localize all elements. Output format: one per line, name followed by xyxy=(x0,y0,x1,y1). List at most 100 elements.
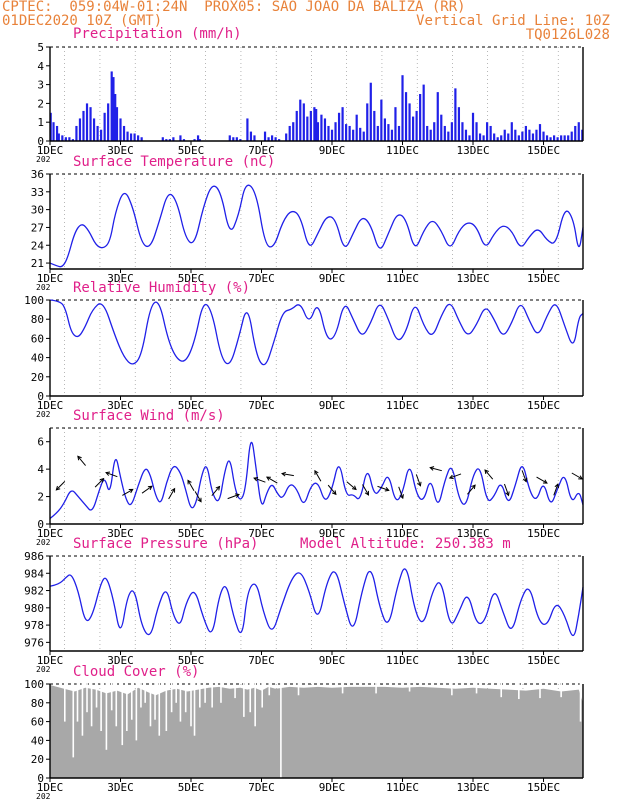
precip-bar xyxy=(55,125,59,141)
y-tick-label: 978 xyxy=(24,619,44,632)
precip-bar xyxy=(574,125,577,141)
wind-arrow xyxy=(314,470,322,482)
precip-bar xyxy=(239,139,242,141)
chart-title: Precipitation (mm/h) xyxy=(73,26,242,42)
precip-bar xyxy=(447,131,450,141)
precip-bar xyxy=(450,122,453,141)
precip-bar xyxy=(313,107,316,141)
y-tick-label: 27 xyxy=(31,221,44,234)
wind-arrow-head xyxy=(471,484,476,490)
x-tick-label: 15DEC xyxy=(527,654,560,667)
x-tick-label: 1DEC xyxy=(37,144,64,157)
precip-bar xyxy=(334,122,337,141)
precip-bar xyxy=(468,135,471,141)
precip-bar xyxy=(493,133,496,141)
precip-bar xyxy=(373,110,376,141)
precip-bar xyxy=(161,137,164,141)
press-line xyxy=(49,568,584,637)
wind-arrow-head xyxy=(197,497,202,503)
wind-arrow xyxy=(187,480,195,492)
precip-bar xyxy=(359,127,362,141)
precip-bar xyxy=(61,135,64,141)
precip-bar xyxy=(316,122,320,141)
precip-bar xyxy=(436,92,439,141)
wind-arrow xyxy=(484,469,494,480)
wind-arrow xyxy=(362,484,369,496)
wind-arrow xyxy=(122,489,133,496)
precip-bar xyxy=(75,125,78,141)
wind-arrow-head xyxy=(314,469,319,475)
precip-bar xyxy=(64,137,67,141)
x-year-label: 202 xyxy=(36,283,51,292)
x-tick-label: 11DEC xyxy=(386,527,419,540)
wind-arrow xyxy=(227,494,240,500)
wind-arrow-head xyxy=(128,488,134,494)
precip-bar xyxy=(560,135,563,141)
y-tick-label: 36 xyxy=(31,168,44,181)
wind-arrow xyxy=(536,476,548,484)
precip-bar xyxy=(510,122,513,141)
x-tick-label: 15DEC xyxy=(527,399,560,412)
y-tick-label: 1 xyxy=(37,116,44,129)
precip-bar xyxy=(563,135,566,141)
wind-arrow xyxy=(467,484,476,495)
wind-arrow xyxy=(449,473,462,479)
x-tick-label: 3DEC xyxy=(107,527,134,540)
x-year-label: 202 xyxy=(36,538,51,547)
wind-arrow-head xyxy=(331,490,337,496)
x-tick-label: 5DEC xyxy=(178,272,205,285)
precip-bar xyxy=(383,118,386,141)
precip-bar xyxy=(52,122,55,141)
precip-bar xyxy=(182,139,186,141)
chart-annotation: Model Altitude: 250.383 m xyxy=(300,536,511,552)
x-year-label: 202 xyxy=(36,792,51,800)
wind-arrow xyxy=(503,483,510,496)
y-tick-label: 986 xyxy=(24,550,44,563)
wind-arrow xyxy=(377,485,389,491)
precip-bar xyxy=(320,114,323,141)
wind-line xyxy=(49,441,584,520)
y-tick-label: 3 xyxy=(37,79,44,92)
wind-arrow-head xyxy=(429,466,435,471)
wind-arrow-head xyxy=(399,494,404,500)
chart-title: Relative Humidity (%) xyxy=(73,280,250,296)
precip-bar xyxy=(404,92,408,141)
x-tick-label: 9DEC xyxy=(319,654,346,667)
y-tick-label: 100 xyxy=(24,678,44,691)
precip-bar xyxy=(426,125,429,141)
precip-bar xyxy=(315,109,318,141)
precip-bar xyxy=(531,133,535,141)
precip-bar xyxy=(461,122,464,141)
precip-bar xyxy=(478,133,482,141)
precip-bar xyxy=(288,125,291,141)
x-year-label: 202 xyxy=(36,665,51,674)
precip-bar xyxy=(196,135,200,141)
x-tick-label: 5DEC xyxy=(178,527,205,540)
x-tick-label: 3DEC xyxy=(107,654,134,667)
precip-bar xyxy=(376,125,379,141)
precip-bar xyxy=(112,77,115,141)
y-tick-label: 5 xyxy=(37,41,44,54)
x-year-label: 202 xyxy=(36,155,51,164)
precip-bar xyxy=(549,137,552,141)
x-tick-label: 11DEC xyxy=(386,272,419,285)
precip-bar xyxy=(528,129,531,141)
precip-bar xyxy=(581,129,584,141)
x-tick-label: 9DEC xyxy=(319,144,346,157)
temp-line xyxy=(49,184,584,268)
precip-bar xyxy=(433,122,436,141)
precip-bar xyxy=(96,125,99,141)
chart-title: Surface Wind (m/s) xyxy=(73,408,225,424)
precip-bar xyxy=(538,124,542,141)
precip-bar xyxy=(401,75,404,141)
precip-bar xyxy=(126,131,129,141)
precip-bar xyxy=(475,122,478,141)
precip-bar xyxy=(82,110,85,141)
wind-arrow-head xyxy=(384,487,390,492)
wind-arrow xyxy=(327,484,337,495)
wind-arrow xyxy=(168,488,176,500)
y-tick-label: 4 xyxy=(37,60,44,73)
y-tick-label: 6 xyxy=(37,436,44,449)
wind-arrow xyxy=(521,470,527,482)
precip-bar xyxy=(292,122,295,141)
